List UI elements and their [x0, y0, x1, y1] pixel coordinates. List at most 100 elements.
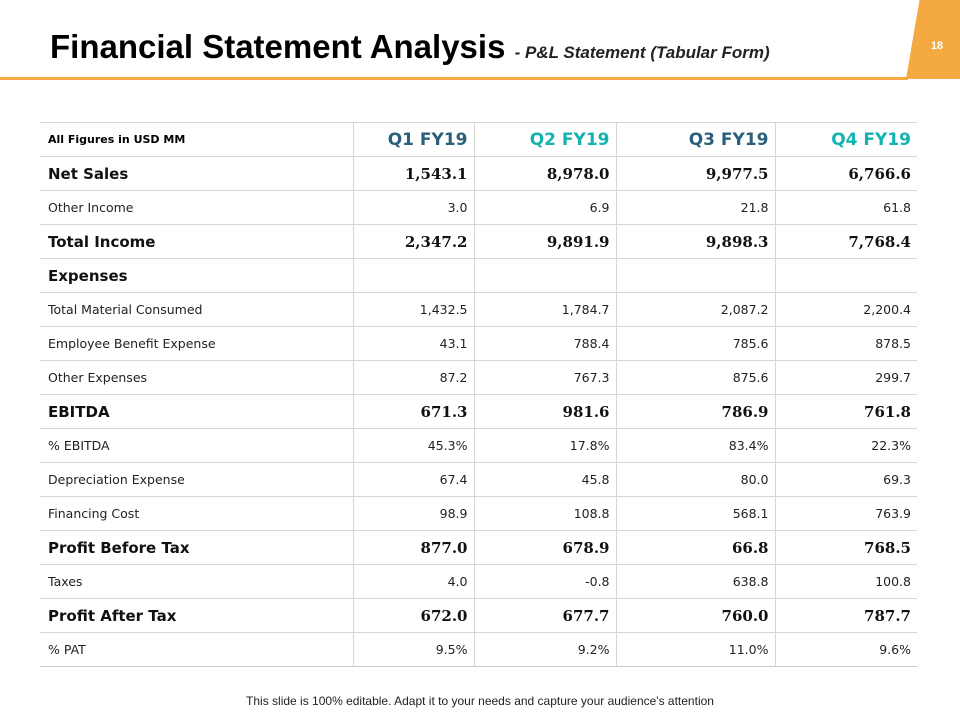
value-cell: 9,898.3	[615, 224, 775, 259]
value-cell: 981.6	[473, 394, 616, 429]
value-cell: 8,978.0	[473, 156, 616, 191]
row-label: Net Sales	[40, 156, 353, 191]
value-cell: 677.7	[473, 598, 616, 633]
table-row: Other Income 3.0 6.9 21.8 61.8	[40, 190, 917, 225]
quarter-header: Q4 FY19	[774, 122, 917, 157]
value-cell: 877.0	[352, 530, 474, 565]
value-cell: 1,432.5	[352, 292, 474, 327]
value-cell: 98.9	[352, 496, 474, 531]
value-cell: 787.7	[774, 598, 917, 633]
table-row: % EBITDA 45.3% 17.8% 83.4% 22.3%	[40, 428, 917, 463]
row-label: Depreciation Expense	[40, 462, 353, 497]
row-label: Other Expenses	[40, 360, 353, 395]
value-cell: 22.3%	[774, 428, 917, 463]
slide-title: Financial Statement Analysis - P&L State…	[50, 28, 770, 66]
value-cell: 4.0	[352, 564, 474, 599]
table-row: Expenses	[40, 258, 917, 293]
table-row: Total Income 2,347.2 9,891.9 9,898.3 7,768.4	[40, 224, 917, 259]
quarter-header: Q2 FY19	[473, 122, 616, 157]
value-cell: 61.8	[774, 190, 917, 225]
value-cell: 672.0	[352, 598, 474, 633]
quarter-header: Q1 FY19	[352, 122, 474, 157]
row-label: % PAT	[40, 632, 353, 667]
title-underline	[0, 77, 908, 80]
row-label: Profit Before Tax	[40, 530, 353, 565]
value-cell: 767.3	[473, 360, 616, 395]
table-row: Employee Benefit Expense 43.1 788.4 785.6 87…	[40, 326, 917, 361]
table-row: Other Expenses 87.2 767.3 875.6 299.7	[40, 360, 917, 395]
table-row: Taxes 4.0 -0.8 638.8 100.8	[40, 564, 917, 599]
value-cell: 2,087.2	[615, 292, 775, 327]
value-cell: 43.1	[352, 326, 474, 361]
unit-label: All Figures in USD MM	[40, 122, 353, 157]
value-cell: 760.0	[615, 598, 775, 633]
table-row: Profit Before Tax 877.0 678.9 66.8 768.5	[40, 530, 917, 565]
value-cell	[473, 258, 616, 293]
value-cell: 83.4%	[615, 428, 775, 463]
value-cell: 67.4	[352, 462, 474, 497]
value-cell: 9.2%	[473, 632, 616, 667]
value-cell: 66.8	[615, 530, 775, 565]
value-cell: 87.2	[352, 360, 474, 395]
row-label: EBITDA	[40, 394, 353, 429]
value-cell: 1,784.7	[473, 292, 616, 327]
row-label: Other Income	[40, 190, 353, 225]
value-cell: 671.3	[352, 394, 474, 429]
value-cell: 21.8	[615, 190, 775, 225]
value-cell: 2,347.2	[352, 224, 474, 259]
value-cell: 45.3%	[352, 428, 474, 463]
value-cell: 788.4	[473, 326, 616, 361]
table-row: Net Sales 1,543.1 8,978.0 9,977.5 6,766.6	[40, 156, 917, 191]
row-label: Expenses	[40, 258, 353, 293]
value-cell: 875.6	[615, 360, 775, 395]
value-cell: 108.8	[473, 496, 616, 531]
table-row: Financing Cost 98.9 108.8 568.1 763.9	[40, 496, 917, 531]
table-row: Total Material Consumed 1,432.5 1,784.7 2,0…	[40, 292, 917, 327]
value-cell: 2,200.4	[774, 292, 917, 327]
value-cell: 761.8	[774, 394, 917, 429]
footer-note: This slide is 100% editable. Adapt it to…	[246, 694, 714, 708]
value-cell	[352, 258, 474, 293]
slide-subtitle: - P&L Statement (Tabular Form)	[514, 43, 770, 62]
value-cell: 878.5	[774, 326, 917, 361]
quarter-header: Q3 FY19	[615, 122, 775, 157]
value-cell: 6.9	[473, 190, 616, 225]
value-cell: 3.0	[352, 190, 474, 225]
row-label: Taxes	[40, 564, 353, 599]
page-number: 18	[930, 40, 944, 52]
pl-statement-table: All Figures in USD MM Q1 FY19 Q2 FY19 Q3…	[40, 122, 917, 667]
table-row: EBITDA 671.3 981.6 786.9 761.8	[40, 394, 917, 429]
value-cell: 6,766.6	[774, 156, 917, 191]
slide-title-main: Financial Statement Analysis	[50, 28, 506, 65]
table-header-row: All Figures in USD MM Q1 FY19 Q2 FY19 Q3…	[40, 122, 917, 157]
value-cell: 9,891.9	[473, 224, 616, 259]
value-cell	[774, 258, 917, 293]
value-cell: 17.8%	[473, 428, 616, 463]
table-row: % PAT 9.5% 9.2% 11.0% 9.6%	[40, 632, 917, 667]
row-label: Total Material Consumed	[40, 292, 353, 327]
value-cell: 9.5%	[352, 632, 474, 667]
value-cell: 9.6%	[774, 632, 917, 667]
value-cell: -0.8	[473, 564, 616, 599]
value-cell: 768.5	[774, 530, 917, 565]
table-row: Depreciation Expense 67.4 45.8 80.0 69.3	[40, 462, 917, 497]
value-cell: 785.6	[615, 326, 775, 361]
value-cell: 763.9	[774, 496, 917, 531]
value-cell: 45.8	[473, 462, 616, 497]
row-label: Profit After Tax	[40, 598, 353, 633]
table-body: Net Sales 1,543.1 8,978.0 9,977.5 6,766.6 Oth…	[40, 156, 917, 667]
table-row: Profit After Tax 672.0 677.7 760.0 787.7	[40, 598, 917, 633]
row-label: Employee Benefit Expense	[40, 326, 353, 361]
row-label: Total Income	[40, 224, 353, 259]
value-cell: 80.0	[615, 462, 775, 497]
value-cell: 9,977.5	[615, 156, 775, 191]
value-cell: 568.1	[615, 496, 775, 531]
value-cell: 638.8	[615, 564, 775, 599]
row-label: Financing Cost	[40, 496, 353, 531]
value-cell	[615, 258, 775, 293]
value-cell: 1,543.1	[352, 156, 474, 191]
value-cell: 786.9	[615, 394, 775, 429]
value-cell: 678.9	[473, 530, 616, 565]
value-cell: 299.7	[774, 360, 917, 395]
value-cell: 69.3	[774, 462, 917, 497]
